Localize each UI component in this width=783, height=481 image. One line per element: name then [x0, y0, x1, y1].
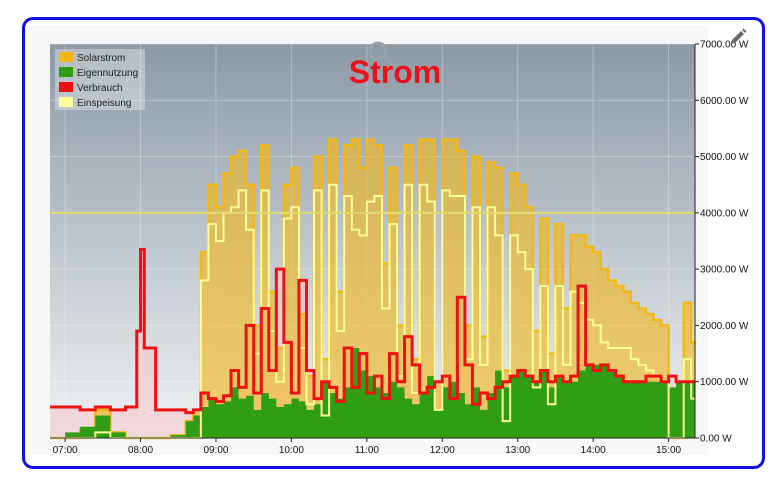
x-tick-label: 12:00	[430, 445, 455, 456]
y-tick-label: 7000.00 W	[700, 40, 749, 51]
legend-label: Eigennutzung	[77, 68, 138, 79]
chart-title: Strom	[349, 54, 441, 90]
y-tick-label: 0.00 W	[700, 434, 732, 445]
y-tick-label: 3000.00 W	[700, 265, 749, 276]
legend-swatch	[59, 82, 73, 92]
legend-swatch	[59, 52, 73, 62]
x-tick-label: 11:00	[355, 445, 380, 456]
legend-item[interactable]: Solarstrom	[59, 52, 125, 64]
x-axis: 07:00 08:00 09:00 10:00 11:00 12:00 13:00 14:00…	[50, 437, 695, 456]
x-tick-label: 15:00	[656, 445, 681, 456]
edit-pencil-icon[interactable]	[728, 27, 748, 47]
x-tick-label: 09:00	[203, 445, 228, 456]
x-tick-label: 10:00	[279, 445, 304, 456]
y-tick-label: 5000.00 W	[700, 152, 749, 163]
legend-swatch	[59, 67, 73, 77]
legend-item[interactable]: Eigennutzung	[59, 67, 138, 79]
legend[interactable]: Solarstrom Eigennutzung Verbrauch Einspeisu…	[55, 49, 145, 110]
legend-item[interactable]: Einspeisung	[59, 97, 131, 109]
x-tick-label: 07:00	[53, 445, 78, 456]
legend-item[interactable]: Verbrauch	[59, 82, 123, 94]
x-tick-label: 08:00	[128, 445, 153, 456]
einspeisung-line	[50, 183, 695, 439]
y-tick-label: 6000.00 W	[700, 96, 749, 107]
series-layer	[50, 138, 695, 440]
legend-swatch	[59, 97, 73, 107]
legend-label: Verbrauch	[77, 83, 123, 94]
y-tick-label: 2000.00 W	[700, 321, 749, 332]
y-tick-label: 4000.00 W	[700, 208, 749, 219]
legend-label: Solarstrom	[77, 53, 125, 64]
verbrauch-line	[50, 247, 695, 415]
zoom-reset-icon[interactable]	[368, 41, 394, 67]
legend-label: Einspeisung	[77, 98, 131, 109]
y-axis: 0.00 W 1000.00 W 2000.00 W 3000.00 W 4000.00…	[694, 40, 749, 445]
x-tick-label: 13:00	[505, 445, 530, 456]
y-tick-label: 1000.00 W	[700, 377, 749, 388]
x-tick-label: 14:00	[581, 445, 606, 456]
